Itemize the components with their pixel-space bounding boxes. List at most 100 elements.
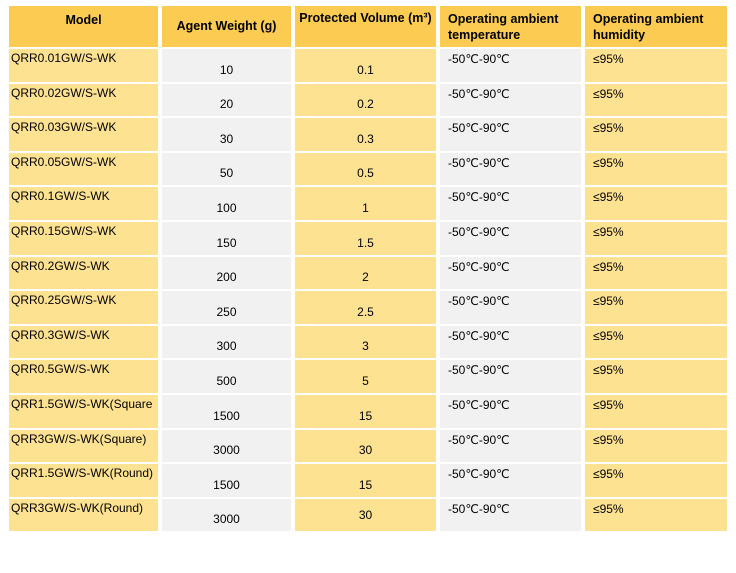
cell-model: QRR3GW/S-WK(Square): [7, 428, 160, 464]
operating-temperature-value: -50℃-90℃: [448, 467, 510, 482]
cell-model: QRR0.05GW/S-WK: [7, 151, 160, 187]
cell-operating-temperature: -50℃-90℃: [438, 324, 583, 360]
protected-volume-value: 3: [362, 339, 369, 354]
cell-operating-humidity: ≤95%: [583, 117, 729, 152]
operating-humidity-value: ≤95%: [593, 224, 624, 239]
cell-agent-weight: 250: [160, 290, 293, 325]
cell-agent-weight: 500: [160, 359, 293, 394]
table-row: QRR0.5GW/S-WK 500 5 -50℃-90℃ ≤95%: [7, 359, 729, 394]
cell-operating-temperature: -50℃-90℃: [438, 151, 583, 187]
cell-model: QRR0.2GW/S-WK: [7, 255, 160, 291]
table-row: QRR0.2GW/S-WK 200 2 -50℃-90℃ ≤95%: [7, 255, 729, 291]
cell-agent-weight: 3000: [160, 497, 293, 533]
cell-agent-weight: 1500: [160, 393, 293, 429]
operating-temperature-value: -50℃-90℃: [448, 501, 510, 516]
cell-agent-weight: 50: [160, 151, 293, 187]
table-row: QRR0.03GW/S-WK 30 0.3 -50℃-90℃ ≤95%: [7, 117, 729, 152]
col-header-agent-weight: Agent Weight (g): [160, 5, 293, 48]
operating-humidity-value: ≤95%: [593, 190, 624, 205]
col-header-operating-humidity: Operating ambient humidity: [583, 5, 729, 48]
model-value: QRR0.03GW/S-WK: [11, 120, 117, 135]
cell-model: QRR0.25GW/S-WK: [7, 290, 160, 325]
protected-volume-value: 1.5: [357, 235, 374, 250]
col-header-protected-volume: Protected Volume (m³): [293, 5, 438, 48]
protected-volume-value: 30: [358, 507, 373, 522]
cell-protected-volume: 2: [293, 255, 438, 291]
cell-agent-weight: 100: [160, 186, 293, 221]
cell-protected-volume: 30: [293, 428, 438, 464]
cell-protected-volume: 30: [293, 497, 438, 533]
agent-weight-value: 20: [219, 97, 234, 112]
cell-protected-volume: 0.3: [293, 117, 438, 152]
cell-operating-humidity: ≤95%: [583, 393, 729, 429]
cell-operating-humidity: ≤95%: [583, 255, 729, 291]
cell-operating-temperature: -50℃-90℃: [438, 186, 583, 221]
table-row: QRR3GW/S-WK(Round) 3000 30 -50℃-90℃ ≤95%: [7, 497, 729, 533]
model-value: QRR0.1GW/S-WK: [11, 189, 110, 204]
model-value: QRR0.25GW/S-WK: [11, 293, 117, 308]
header-row: Model Agent Weight (g) Protected Volume …: [7, 5, 729, 48]
agent-weight-value: 3000: [213, 512, 240, 527]
operating-temperature-value: -50℃-90℃: [448, 190, 510, 205]
col-header-agent-weight-label: Agent Weight (g): [176, 19, 277, 34]
operating-temperature-value: -50℃-90℃: [448, 86, 510, 101]
table-row: QRR3GW/S-WK(Square) 3000 30 -50℃-90℃ ≤95…: [7, 428, 729, 464]
operating-humidity-value: ≤95%: [593, 432, 624, 447]
cell-model: QRR0.03GW/S-WK: [7, 117, 160, 152]
operating-humidity-value: ≤95%: [593, 52, 624, 66]
cell-operating-temperature: -50℃-90℃: [438, 255, 583, 291]
operating-humidity-value: ≤95%: [593, 86, 624, 101]
cell-operating-temperature: -50℃-90℃: [438, 48, 583, 83]
cell-model: QRR0.01GW/S-WK: [7, 48, 160, 83]
cell-model: QRR0.5GW/S-WK: [7, 359, 160, 394]
cell-operating-temperature: -50℃-90℃: [438, 117, 583, 152]
model-value: QRR0.02GW/S-WK: [11, 85, 117, 100]
model-value: QRR0.15GW/S-WK: [11, 223, 117, 238]
cell-agent-weight: 20: [160, 82, 293, 118]
operating-humidity-value: ≤95%: [593, 397, 624, 412]
cell-model: QRR0.02GW/S-WK: [7, 82, 160, 118]
protected-volume-value: 15: [358, 408, 373, 423]
spec-table: Model Agent Weight (g) Protected Volume …: [7, 5, 729, 533]
col-header-operating-humidity-label: Operating ambient humidity: [593, 12, 704, 43]
cell-operating-humidity: ≤95%: [583, 497, 729, 533]
operating-temperature-value: -50℃-90℃: [448, 328, 510, 343]
cell-protected-volume: 1: [293, 186, 438, 221]
operating-temperature-value: -50℃-90℃: [448, 363, 510, 378]
agent-weight-value: 3000: [213, 443, 240, 458]
model-value: QRR0.5GW/S-WK: [11, 362, 110, 377]
table-row: QRR1.5GW/S-WK(Round) 1500 15 -50℃-90℃ ≤9…: [7, 463, 729, 498]
col-header-model: Model: [7, 5, 160, 48]
agent-weight-value: 1500: [213, 477, 240, 492]
model-value: QRR0.01GW/S-WK: [11, 51, 117, 65]
protected-volume-value: 30: [358, 443, 373, 458]
model-value: QRR1.5GW/S-WK(Square: [11, 396, 153, 411]
cell-operating-humidity: ≤95%: [583, 48, 729, 83]
cell-model: QRR1.5GW/S-WK(Round): [7, 463, 160, 498]
protected-volume-value: 5: [362, 373, 369, 388]
cell-operating-temperature: -50℃-90℃: [438, 290, 583, 325]
operating-temperature-value: -50℃-90℃: [448, 432, 510, 447]
operating-temperature-value: -50℃-90℃: [448, 294, 510, 309]
operating-humidity-value: ≤95%: [593, 259, 624, 274]
agent-weight-value: 50: [219, 166, 234, 181]
table-row: QRR0.15GW/S-WK 150 1.5 -50℃-90℃ ≤95%: [7, 220, 729, 256]
cell-protected-volume: 3: [293, 324, 438, 360]
protected-volume-value: 1: [362, 200, 369, 215]
protected-volume-value: 0.1: [357, 62, 374, 77]
table-row: QRR1.5GW/S-WK(Square 1500 15 -50℃-90℃ ≤9…: [7, 393, 729, 429]
agent-weight-value: 300: [216, 339, 237, 354]
cell-model: QRR0.3GW/S-WK: [7, 324, 160, 360]
cell-model: QRR3GW/S-WK(Round): [7, 497, 160, 533]
cell-protected-volume: 15: [293, 393, 438, 429]
cell-agent-weight: 3000: [160, 428, 293, 464]
cell-protected-volume: 0.2: [293, 82, 438, 118]
col-header-operating-temperature-label: Operating ambient temperature: [448, 12, 559, 43]
cell-operating-temperature: -50℃-90℃: [438, 359, 583, 394]
operating-humidity-value: ≤95%: [593, 294, 624, 309]
model-value: QRR3GW/S-WK(Square): [11, 431, 147, 446]
cell-agent-weight: 1500: [160, 463, 293, 498]
model-value: QRR0.05GW/S-WK: [11, 154, 117, 169]
cell-operating-humidity: ≤95%: [583, 151, 729, 187]
